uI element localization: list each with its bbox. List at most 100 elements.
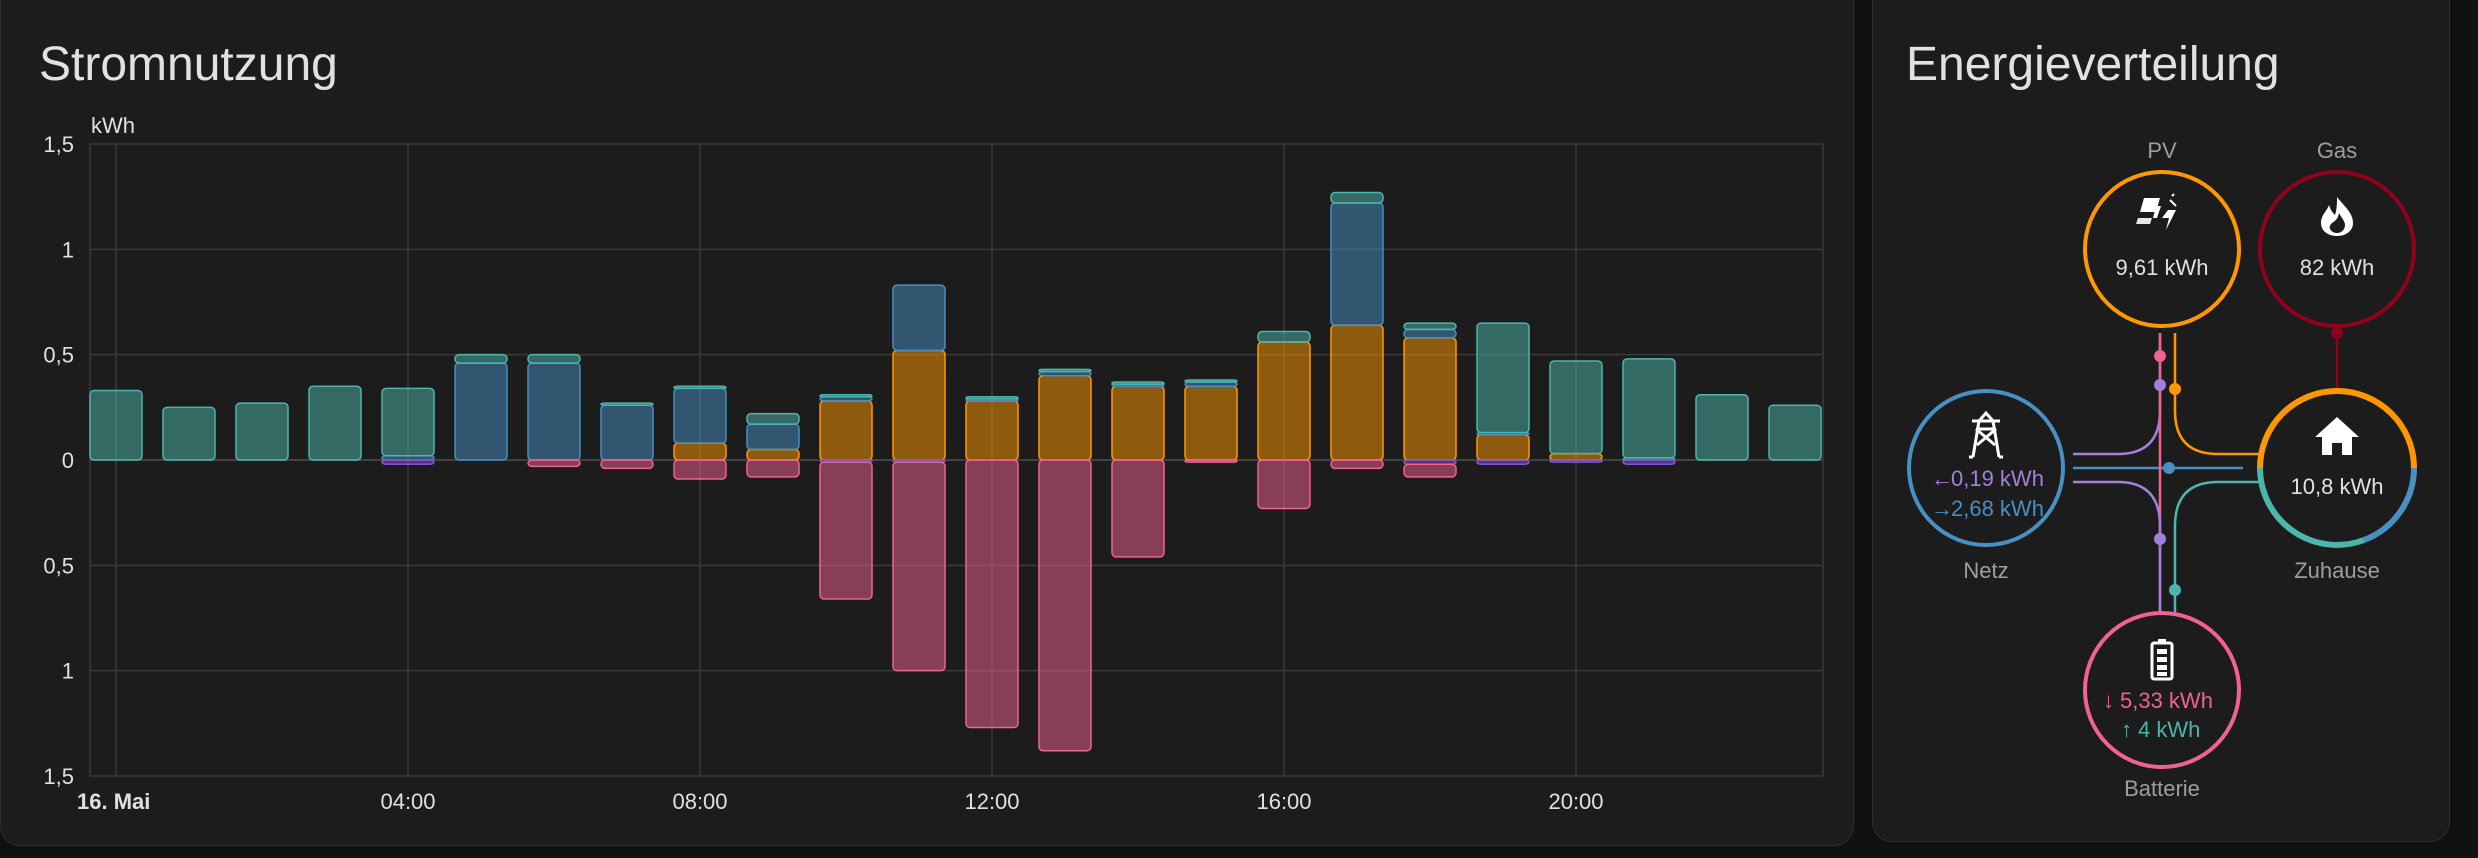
bar-segment-grid-import — [600, 404, 654, 461]
bar-segment-battery-out — [1330, 191, 1384, 204]
battery-label: Batterie — [2124, 776, 2200, 801]
bar-segment-grid-import — [673, 387, 727, 444]
bar-segment-battery-out — [381, 387, 435, 457]
bar-segment-battery-in — [1184, 459, 1238, 463]
bar-segment-battery-out — [454, 353, 508, 364]
bar-segment-solar — [1184, 385, 1238, 461]
y-tick-label: 0,5 — [43, 343, 74, 368]
bar-segment-solar — [1330, 324, 1384, 461]
gas-label: Gas — [2317, 138, 2357, 163]
bar-segment-grid-import — [1330, 202, 1384, 326]
battery-node[interactable]: ↓ 5,33 kWh ↑ 4 kWh Batterie — [2083, 611, 2241, 801]
bar-segment-battery-out — [235, 402, 289, 461]
x-tick-label: 08:00 — [672, 789, 727, 814]
battery-out-arrow: ↑ — [2121, 717, 2132, 742]
bar-segment-battery-out — [1476, 322, 1530, 434]
bar-segment-grid-export — [381, 459, 435, 465]
home-node[interactable]: 10,8 kWh Zuhause — [2257, 388, 2417, 583]
bar-segment-battery-in — [1330, 459, 1384, 470]
bar-segment-battery-out — [308, 385, 362, 461]
bar-segment-solar — [746, 448, 800, 461]
energy-distribution-card: Energieverteilung PV — [1872, 0, 2450, 842]
gas-node[interactable]: Gas 82 kWh — [2258, 138, 2416, 328]
bar-segment-battery-out — [1768, 404, 1822, 461]
bar-segment-battery-in — [819, 461, 873, 600]
bar-segment-battery-in — [600, 459, 654, 470]
x-tick-label: 12:00 — [964, 789, 1019, 814]
y-axis-unit-label: kWh — [91, 113, 135, 138]
flow-dot-battery-home — [2169, 584, 2181, 596]
bar-segment-battery-out — [1622, 358, 1676, 459]
bar-segment-solar — [892, 349, 946, 461]
flow-dot-gas-home — [2331, 327, 2343, 339]
gas-value: 82 kWh — [2300, 255, 2375, 280]
bar-segment-grid-import — [527, 362, 581, 461]
solar-power-icon — [2136, 193, 2177, 230]
bar-segment-battery-out — [1695, 393, 1749, 461]
x-tick-label: 16:00 — [1256, 789, 1311, 814]
flow-dot-pv-battery — [2154, 350, 2166, 362]
usage-chart[interactable]: 1,510,500,511,516. Mai 04:00 08:00 12:00 16:… — [1, 0, 1855, 847]
bar-segment-solar — [673, 442, 727, 461]
battery-icon — [2150, 639, 2174, 681]
bar-segment-grid-import — [746, 423, 800, 451]
battery-in-value: 5,33 kWh — [2120, 688, 2213, 713]
bar-segment-battery-in — [1038, 459, 1092, 752]
pv-node[interactable]: PV 9,61 kWh — [2083, 138, 2241, 328]
y-tick-label: 0,5 — [43, 553, 74, 578]
grid-export-arrow: ← — [1931, 466, 1953, 491]
bar-segment-battery-out — [1403, 322, 1457, 331]
pv-label: PV — [2147, 138, 2177, 163]
home-ring-grid — [2362, 467, 2417, 543]
bar-segment-battery-in — [1111, 459, 1165, 558]
bar-segment-grid-import — [1403, 328, 1457, 339]
flow-line-pv-grid — [2073, 333, 2162, 456]
home-ring-solar — [2257, 388, 2417, 469]
bar-segment-grid-export — [1476, 459, 1530, 465]
bar-segment-solar — [1257, 341, 1311, 461]
bar-segment-solar — [1549, 452, 1603, 461]
pv-value: 9,61 kWh — [2116, 255, 2209, 280]
flow-dot-pv-grid — [2154, 379, 2166, 391]
grid-import-value: 2,68 kWh — [1951, 496, 2044, 521]
bar-segment-solar — [965, 400, 1019, 461]
bar-segment-battery-in — [892, 461, 946, 672]
x-tick-label: 20:00 — [1548, 789, 1603, 814]
bar-segment-battery-in — [746, 459, 800, 478]
bar-segment-solar — [819, 400, 873, 461]
flow-line-battery-home — [2173, 480, 2263, 613]
bar-segment-battery-out — [673, 385, 727, 390]
bar-segment-grid-export — [1622, 459, 1676, 465]
grid-export-value: 0,19 kWh — [1951, 466, 2044, 491]
x-tick-label: 04:00 — [380, 789, 435, 814]
bar-segment-grid-import — [454, 362, 508, 461]
flow-line-pv-home — [2173, 333, 2263, 456]
bar-segment-battery-out — [527, 353, 581, 364]
bar-segment-battery-out — [1111, 381, 1165, 385]
bar-segment-battery-out — [1549, 360, 1603, 455]
energy-card-title: Energieverteilung — [1906, 38, 2280, 91]
x-tick-label: 16. Mai — [77, 789, 150, 814]
usage-card: Stromnutzung 1,5 1 0,5 0 0,5 1 1,5 16. Mai 04:00… — [0, 0, 1854, 846]
grid-import-arrow: → — [1931, 496, 1953, 521]
y-tick-label: 1 — [62, 237, 74, 262]
bar-segment-battery-out — [600, 402, 654, 406]
bar-segment-battery-in — [527, 459, 581, 468]
bar-segment-battery-out — [162, 406, 216, 461]
energy-flow-diagram: PV 9,61 kWh Gas 82 kWh ← 0,19 kWh — [1907, 138, 2417, 801]
flow-dot-grid-home — [2163, 462, 2175, 474]
grid-node[interactable]: ← 0,19 kWh → 2,68 kWh Netz — [1907, 389, 2065, 583]
y-tick-label: 1,5 — [43, 132, 74, 157]
bar-segment-solar — [1038, 374, 1092, 461]
home-value: 10,8 kWh — [2291, 474, 2384, 499]
bar-segment-battery-in — [965, 459, 1019, 729]
bar-segment-solar — [1111, 385, 1165, 461]
transmission-tower-icon — [1969, 410, 2003, 459]
flow-line-grid-battery — [2073, 480, 2162, 613]
home-ring-battery — [2257, 467, 2366, 548]
bar-segment-battery-out — [1184, 379, 1238, 383]
bar-segment-grid-export — [1549, 459, 1603, 463]
flow-dot-grid-battery — [2154, 533, 2166, 545]
home-icon — [2315, 417, 2359, 455]
usage-card-title: Stromnutzung — [39, 38, 338, 91]
